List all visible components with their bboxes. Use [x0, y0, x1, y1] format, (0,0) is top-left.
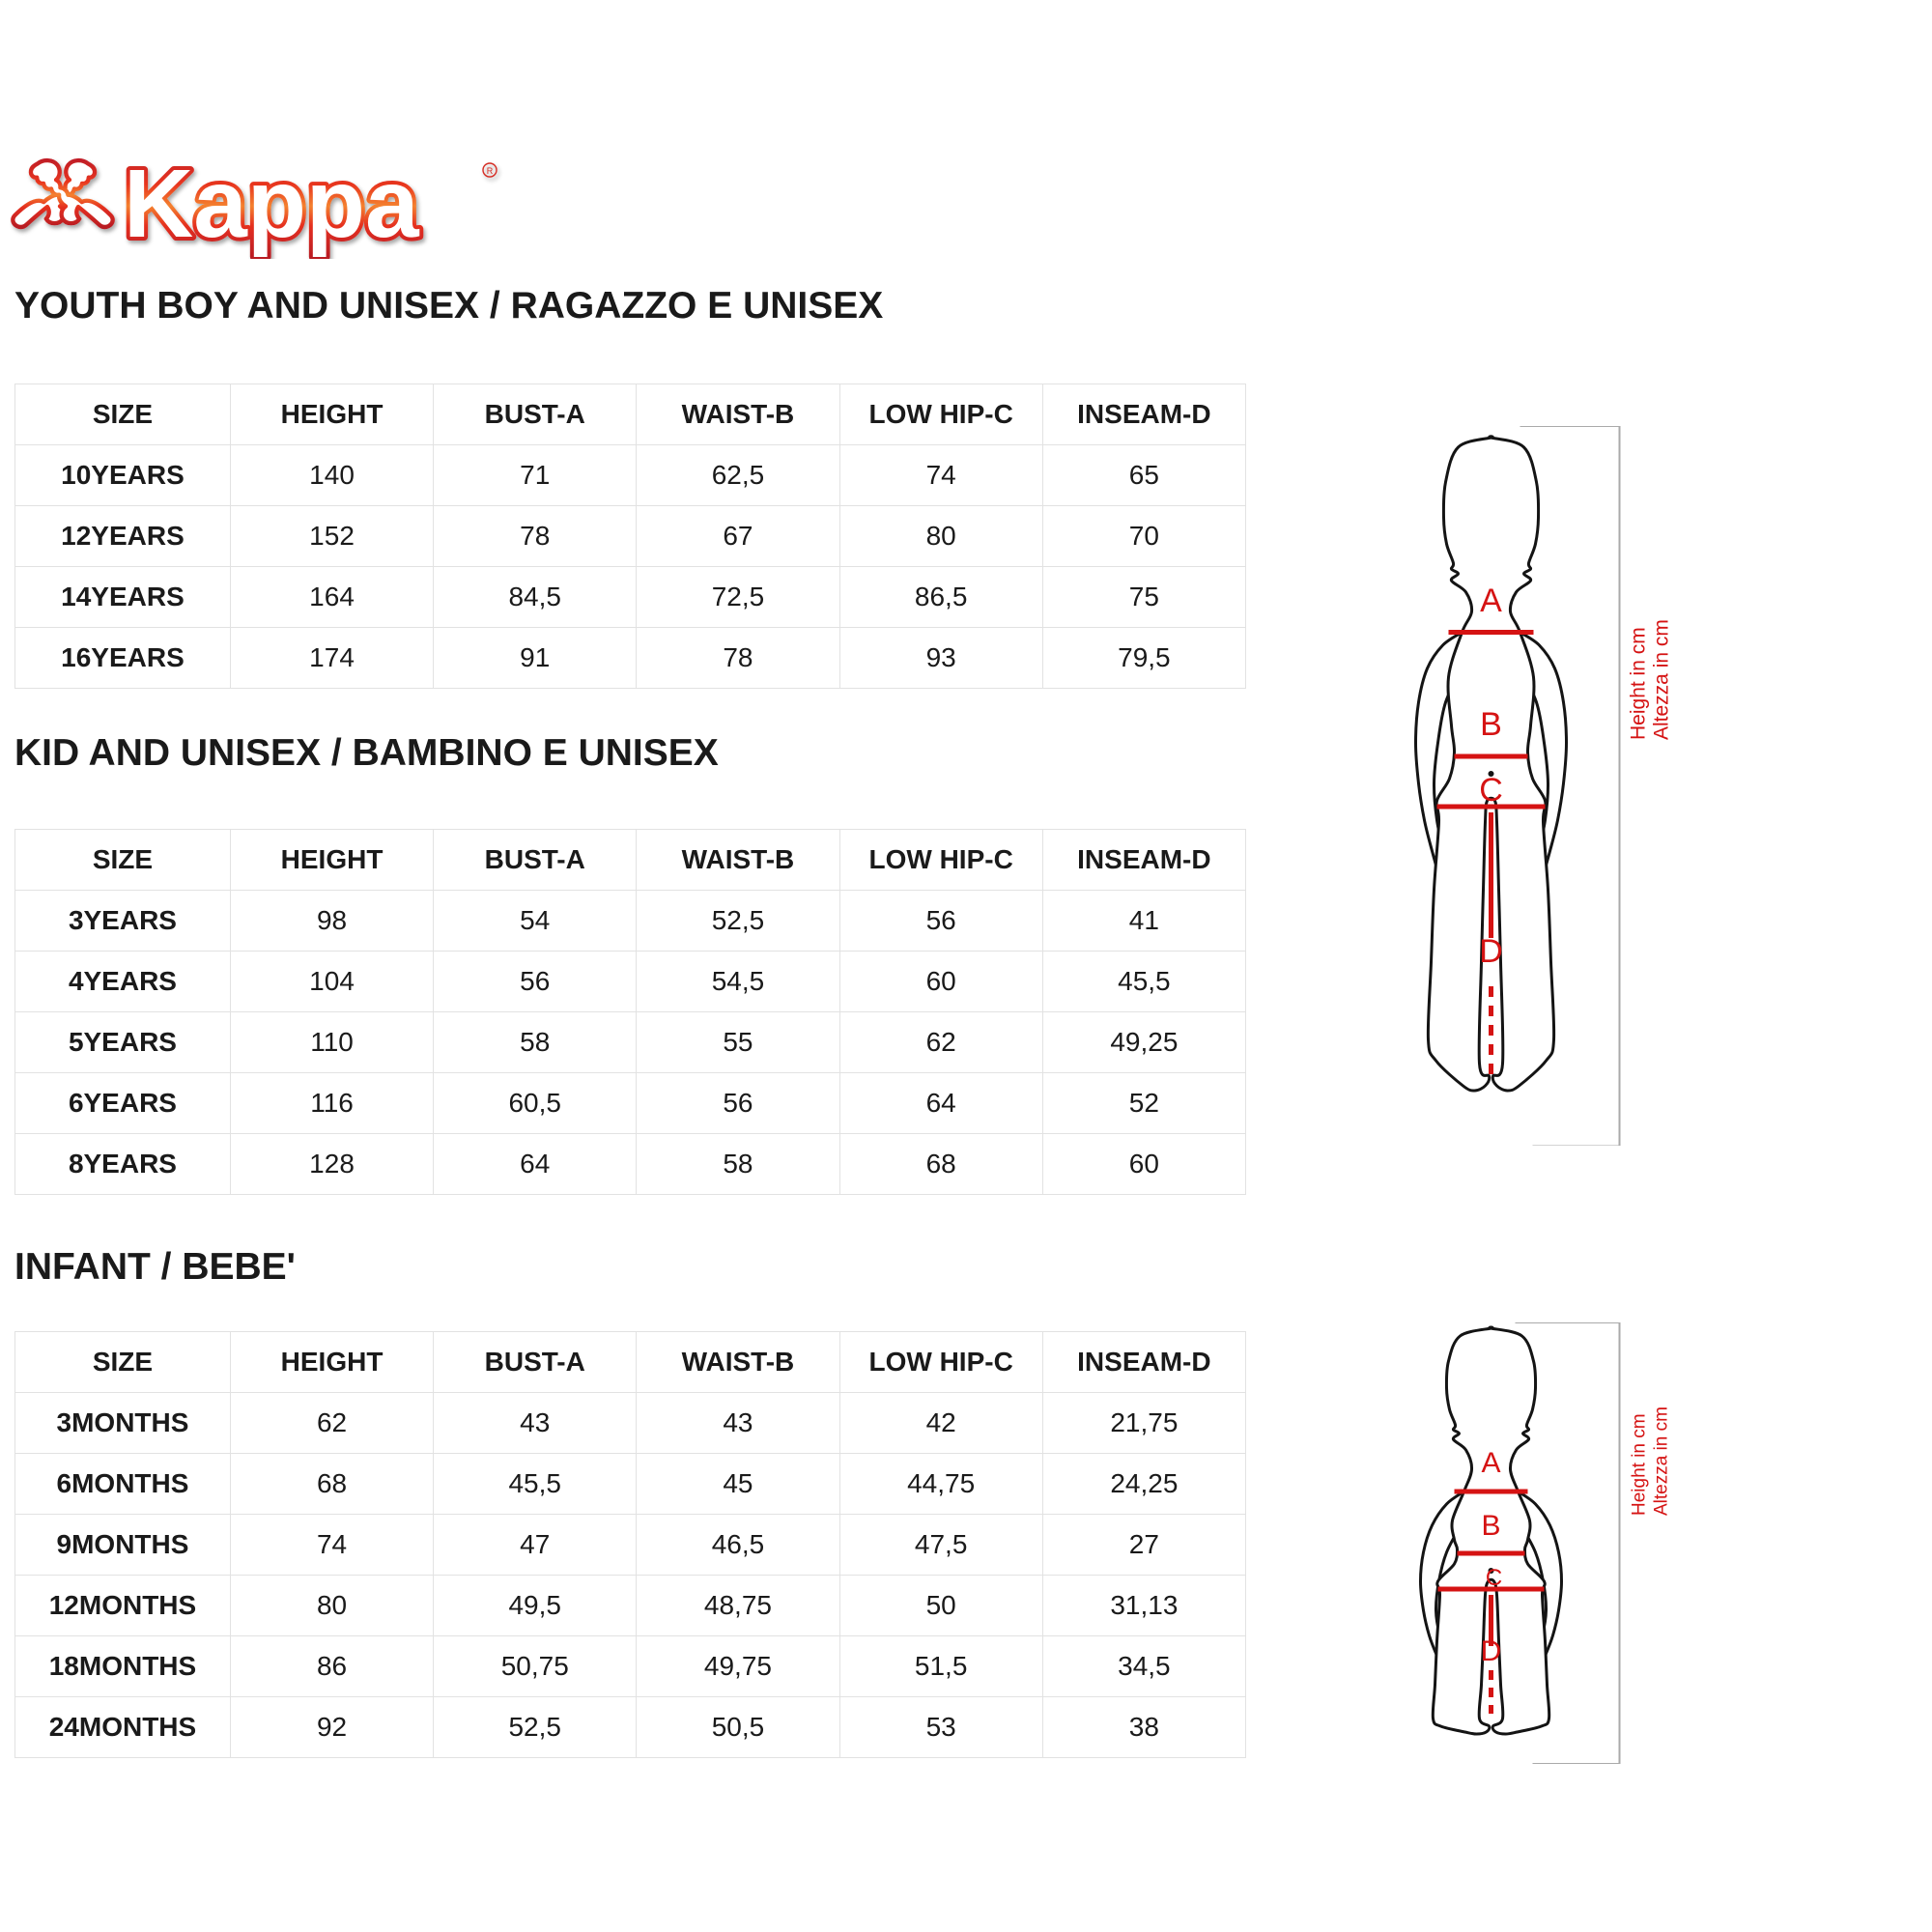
svg-text:Height in cm: Height in cm — [1628, 627, 1650, 740]
svg-text:Altezza in cm: Altezza in cm — [1652, 1406, 1672, 1516]
svg-text:B: B — [1481, 1510, 1500, 1542]
svg-text:A: A — [1481, 1447, 1500, 1479]
svg-text:A: A — [1480, 582, 1502, 619]
svg-text:D: D — [1479, 933, 1503, 970]
svg-text:Kappa: Kappa — [124, 150, 420, 258]
svg-text:R: R — [487, 166, 494, 176]
svg-text:Altezza in cm: Altezza in cm — [1651, 619, 1673, 740]
svg-text:Height in cm: Height in cm — [1630, 1413, 1650, 1516]
svg-text:C: C — [1479, 772, 1503, 809]
svg-text:C: C — [1486, 1565, 1502, 1591]
svg-text:D: D — [1481, 1635, 1502, 1667]
svg-text:B: B — [1480, 706, 1502, 743]
